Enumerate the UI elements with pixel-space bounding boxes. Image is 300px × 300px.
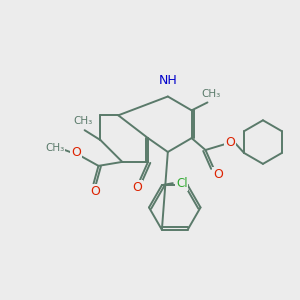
Text: O: O <box>91 185 100 198</box>
Text: O: O <box>71 146 81 160</box>
Text: CH₃: CH₃ <box>73 116 92 126</box>
Text: O: O <box>132 181 142 194</box>
Text: CH₃: CH₃ <box>45 143 64 153</box>
Text: CH₃: CH₃ <box>202 88 221 98</box>
Text: O: O <box>225 136 235 148</box>
Text: NH: NH <box>158 74 177 87</box>
Text: Cl: Cl <box>176 177 188 190</box>
Text: O: O <box>213 168 223 181</box>
